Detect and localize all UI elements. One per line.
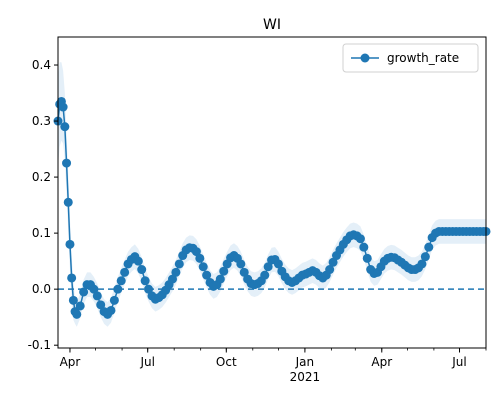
y-tick-label: 0.2 bbox=[32, 170, 51, 184]
data-point bbox=[174, 259, 184, 269]
y-tick-label: 0.3 bbox=[32, 114, 51, 128]
x-tick-label: Apr bbox=[60, 355, 81, 369]
legend-marker bbox=[360, 53, 370, 63]
data-point bbox=[79, 287, 89, 297]
data-point bbox=[171, 267, 181, 277]
data-point bbox=[325, 265, 335, 275]
x-tick-label: Jan bbox=[295, 355, 315, 369]
legend-label: growth_rate bbox=[387, 51, 459, 65]
data-point bbox=[263, 262, 273, 272]
data-point bbox=[191, 247, 201, 257]
y-tick-label: 0.4 bbox=[32, 58, 51, 72]
data-point bbox=[362, 253, 372, 263]
axes-frame bbox=[57, 36, 487, 349]
data-point bbox=[359, 242, 369, 252]
x-tick-sublabel: 2021 bbox=[290, 370, 321, 384]
legend: growth_rate bbox=[342, 43, 479, 73]
data-point bbox=[62, 158, 72, 168]
data-point bbox=[328, 257, 338, 267]
data-point bbox=[167, 274, 177, 284]
data-point bbox=[137, 265, 147, 275]
data-point bbox=[355, 234, 365, 244]
data-point bbox=[198, 262, 208, 272]
y-tick-label: -0.1 bbox=[28, 338, 51, 352]
data-point bbox=[60, 122, 70, 132]
data-point bbox=[236, 259, 246, 269]
data-point bbox=[215, 274, 225, 284]
data-point bbox=[424, 242, 434, 252]
x-tick-label: Apr bbox=[371, 355, 392, 369]
data-point bbox=[109, 295, 119, 305]
data-point bbox=[58, 102, 68, 112]
data-point bbox=[67, 273, 77, 283]
data-point bbox=[140, 276, 150, 286]
data-point bbox=[239, 267, 249, 277]
x-tick-label: Oct bbox=[216, 355, 237, 369]
data-point bbox=[417, 259, 427, 269]
data-point bbox=[202, 270, 212, 280]
data-point bbox=[96, 300, 106, 310]
data-point bbox=[75, 301, 85, 311]
y-tick-label: 0.0 bbox=[32, 282, 51, 296]
data-point bbox=[68, 295, 78, 305]
data-point bbox=[260, 270, 270, 280]
data-point bbox=[92, 291, 102, 301]
x-tick-label: Jul bbox=[139, 355, 154, 369]
data-point bbox=[113, 284, 123, 294]
data-point bbox=[144, 284, 154, 294]
data-point bbox=[65, 239, 75, 249]
x-tick-label: Jul bbox=[451, 355, 466, 369]
legend-box bbox=[342, 43, 479, 73]
data-point bbox=[195, 253, 205, 263]
data-point bbox=[273, 259, 283, 269]
data-point bbox=[219, 266, 229, 276]
data-point bbox=[63, 197, 73, 207]
data-point bbox=[89, 284, 99, 294]
data-point bbox=[120, 267, 130, 277]
chart-title: WI bbox=[263, 17, 281, 33]
data-point bbox=[72, 309, 82, 319]
data-point bbox=[106, 305, 116, 315]
data-point bbox=[133, 256, 143, 266]
y-tick-label: 0.1 bbox=[32, 226, 51, 240]
data-point bbox=[420, 252, 430, 262]
confidence-band bbox=[58, 62, 486, 327]
data-point bbox=[116, 276, 126, 286]
